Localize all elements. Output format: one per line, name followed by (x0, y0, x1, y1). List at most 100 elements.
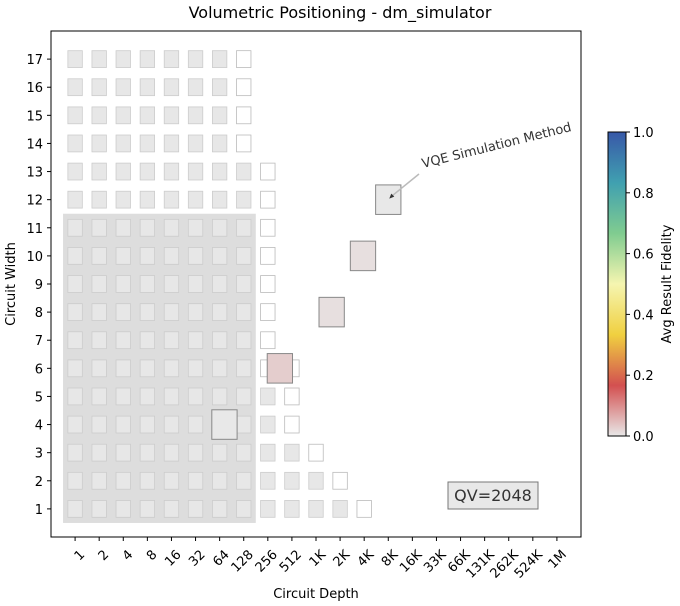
colorbar: 0.0 0.2 0.4 0.6 0.8 1.0 Avg Result Fidelity (607, 126, 675, 445)
background-cell (163, 359, 180, 378)
y-tick-label: 4 (35, 419, 43, 434)
background-cell-empty (308, 443, 324, 462)
background-cell (236, 331, 252, 350)
background-cell (115, 106, 131, 125)
background-cell (67, 387, 83, 406)
background-cell (236, 162, 252, 181)
vqe-series (211, 184, 402, 440)
background-cell (187, 331, 204, 350)
y-axis-label: Circuit Width (4, 242, 19, 326)
background-cell (115, 387, 131, 406)
background-cell (91, 134, 107, 153)
background-cell (163, 247, 180, 265)
y-tick-label: 16 (26, 81, 43, 96)
background-cell (187, 275, 204, 293)
background-cell (67, 303, 83, 321)
background-cell (91, 415, 107, 434)
background-cell (260, 443, 276, 462)
background-cell (163, 134, 180, 153)
background-cell (67, 106, 83, 125)
background-cell-empty (356, 500, 372, 518)
background-cell (115, 331, 131, 350)
background-cell (212, 50, 228, 68)
background-cell (139, 106, 155, 125)
background-cell (91, 78, 107, 97)
background-cell (236, 275, 252, 293)
background-cell (212, 443, 228, 462)
background-cell (284, 500, 300, 518)
background-cell (139, 134, 155, 153)
background-cell (163, 78, 180, 97)
x-axis-label: Circuit Depth (273, 587, 359, 602)
background-cell-empty (260, 247, 276, 265)
background-cell (67, 275, 83, 293)
background-cell (187, 415, 204, 434)
background-cell (163, 500, 180, 518)
background-cell (236, 500, 252, 518)
background-cell (91, 218, 107, 237)
background-cell (260, 415, 276, 434)
background-cell (236, 359, 252, 378)
background-cell (115, 78, 131, 97)
background-cell (212, 387, 228, 406)
colorbar-tick-label: 1.0 (633, 126, 654, 141)
y-tick-label: 7 (35, 334, 43, 349)
background-cell (139, 359, 155, 378)
background-cell (212, 247, 228, 265)
background-cell (115, 359, 131, 378)
background-cell (139, 500, 155, 518)
background-cell (163, 218, 180, 237)
background-cell (115, 415, 131, 434)
background-cell (212, 331, 228, 350)
y-tick-label: 15 (26, 109, 43, 124)
background-cell (236, 247, 252, 265)
background-cell (67, 50, 83, 68)
background-cell-empty (260, 303, 276, 321)
background-cell-empty (260, 162, 276, 181)
background-cell (212, 471, 228, 490)
x-tick-label: 16 (162, 547, 184, 569)
background-cell (67, 134, 83, 153)
background-cell (67, 415, 83, 434)
qv-badge: QV=2048 (447, 481, 539, 510)
background-cell (115, 247, 131, 265)
background-cell (212, 190, 228, 209)
background-cell (91, 190, 107, 209)
background-cell (236, 303, 252, 321)
background-cell (163, 275, 180, 293)
background-cell (187, 162, 204, 181)
background-cell (332, 500, 348, 518)
background-cell (187, 247, 204, 265)
colorbar-tick-label: 0.4 (633, 308, 654, 323)
background-cell-empty (236, 106, 252, 125)
background-cell (187, 500, 204, 518)
colorbar-ticks: 0.0 0.2 0.4 0.6 0.8 1.0 (626, 126, 654, 445)
background-cell (236, 415, 252, 434)
background-cell (67, 331, 83, 350)
background-cell (67, 443, 83, 462)
background-cell (163, 331, 180, 350)
background-cell (139, 50, 155, 68)
background-cell (139, 415, 155, 434)
vqe-data-point (349, 240, 377, 272)
background-cell (212, 275, 228, 293)
colorbar-tick-label: 0.8 (633, 187, 654, 202)
colorbar-gradient (607, 131, 627, 437)
x-tick-label: 128 (229, 547, 257, 575)
x-tick-label: 32 (186, 547, 208, 569)
x-tick-label: 16K (397, 547, 426, 576)
x-tick-label: 2K (331, 547, 354, 570)
background-cell (187, 218, 204, 237)
y-tick-label: 12 (26, 194, 43, 209)
colorbar-label: Avg Result Fidelity (660, 224, 675, 343)
x-tick-label: 1M (546, 547, 570, 571)
background-cell-empty (332, 471, 348, 490)
y-tick-label: 11 (26, 222, 43, 237)
background-cell (187, 134, 204, 153)
y-tick-label: 13 (26, 166, 43, 181)
background-cell (91, 275, 107, 293)
background-cell (187, 303, 204, 321)
y-tick-label: 10 (26, 250, 43, 265)
annotation-arrowhead (389, 193, 395, 199)
